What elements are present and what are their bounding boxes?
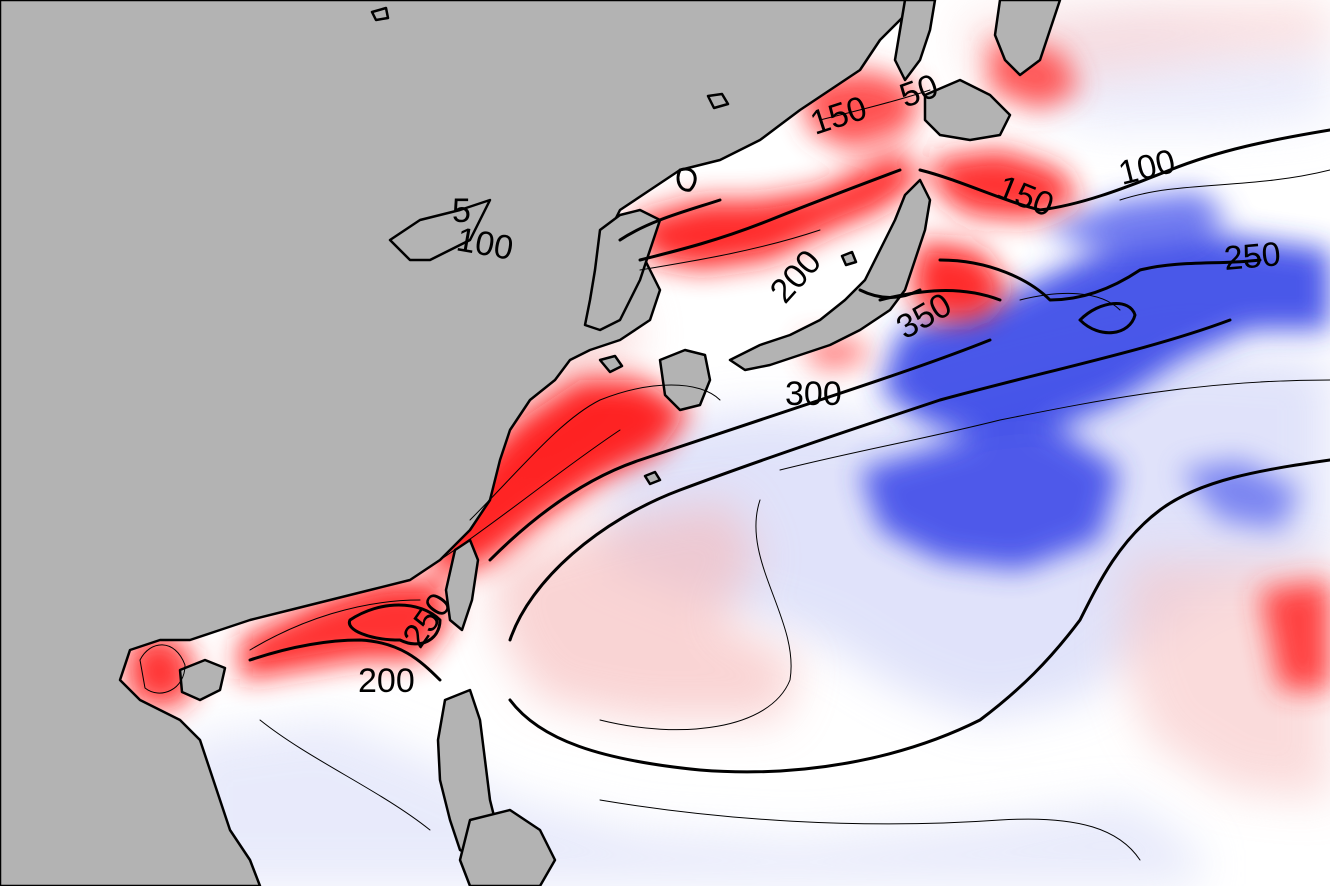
contour-label-300: 300 (785, 375, 842, 413)
contour-label-200-south: 200 (358, 662, 415, 700)
philippines-visayas (458, 808, 557, 886)
okinawa-island (643, 470, 662, 486)
kamchatka-kuril-area (993, 0, 1062, 77)
sakhalin (893, 0, 937, 82)
taiwan (444, 538, 480, 632)
small-island-northwest (370, 6, 390, 22)
contour-labels: 150 50 100 100 150 200 250 350 300 250 2… (358, 67, 1282, 700)
small-island-north (706, 92, 730, 110)
contour-label-250-east: 250 (1222, 235, 1282, 278)
japan-kyushu (658, 348, 712, 412)
contour-label-5: 5 (452, 192, 471, 230)
minor-contours (139, 89, 1330, 861)
jeju-island (598, 354, 624, 374)
major-contours (248, 128, 1330, 774)
hainan (178, 658, 227, 702)
small-island-japan-sea (840, 250, 858, 267)
korean-peninsula (583, 208, 662, 332)
japan-honshu (728, 178, 932, 372)
land-masses (0, 0, 1062, 886)
japan-hokkaido (923, 78, 1012, 142)
